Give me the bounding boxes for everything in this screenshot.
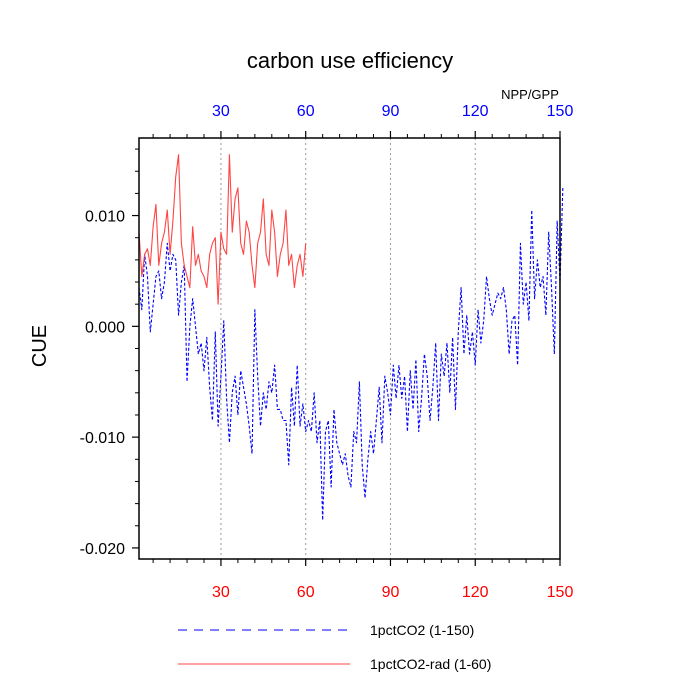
x-tick-label-bottom-150: 150 [547, 584, 574, 601]
y-tick-label-1: 0.000 [85, 319, 125, 336]
legend: 1pctCO2 (1-150) 1pctCO2-rad (1-60) [178, 622, 491, 672]
x-tick-label-top-90: 90 [382, 103, 400, 120]
x-tick-label-top-150: 150 [547, 103, 574, 120]
series-layer [138, 154, 564, 521]
x-tick-label-top-30: 30 [212, 103, 230, 120]
y-tick-label-3: -0.020 [80, 541, 125, 558]
x-tick-label-top-120: 120 [462, 103, 489, 120]
series-line-0 [138, 187, 564, 521]
y-tick-label-2: -0.010 [80, 430, 125, 447]
x-tick-label-bottom-30: 30 [212, 584, 230, 601]
x-tick-label-bottom-60: 60 [297, 584, 315, 601]
series-line-1 [138, 154, 307, 305]
axis-ticks [132, 131, 561, 566]
x-tick-label-top-60: 60 [297, 103, 315, 120]
corner-label: NPP/GPP [501, 87, 559, 102]
legend-label-1pctco2: 1pctCO2 (1-150) [370, 622, 474, 638]
x-tick-label-bottom-120: 120 [462, 584, 489, 601]
legend-label-1pctco2-rad: 1pctCO2-rad (1-60) [370, 656, 491, 672]
grid-lines [220, 138, 476, 559]
x-tick-label-bottom-90: 90 [382, 584, 400, 601]
y-axis-label: CUE [29, 325, 51, 367]
y-tick-label-0: 0.010 [85, 209, 125, 226]
tick-labels: 30 30 60 60 90 90 120 120 150 150 0.010 0.000 -0.010… [80, 103, 574, 601]
chart-title: carbon use efficiency [247, 48, 453, 73]
